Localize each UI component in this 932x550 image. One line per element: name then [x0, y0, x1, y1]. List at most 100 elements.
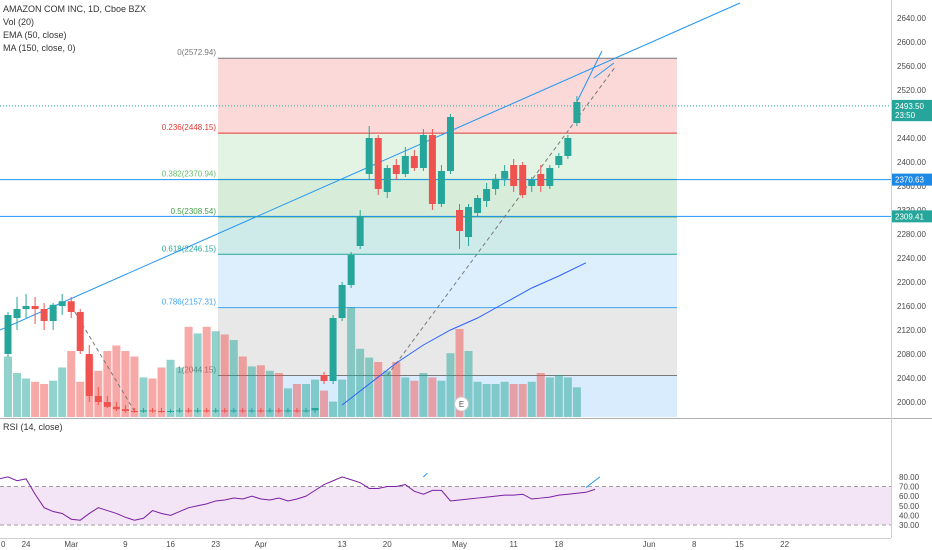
candle-body — [492, 178, 500, 189]
price-tag — [892, 99, 932, 112]
price-tag-label: 2493.50 — [895, 102, 924, 111]
rsi-axis-tick: 80.00 — [899, 473, 920, 482]
volume-bar — [563, 377, 572, 417]
price-tag-label: 2309.41 — [895, 212, 924, 221]
candle-body — [519, 165, 527, 195]
volume-bar — [428, 377, 437, 417]
candle-body — [365, 138, 373, 174]
volume-bar — [211, 331, 220, 417]
volume-bar — [265, 370, 274, 417]
volume-bar — [121, 351, 130, 417]
candle-body — [419, 135, 427, 168]
volume-bar — [329, 401, 338, 417]
price-axis-tick: 2400.00 — [897, 158, 926, 167]
fib-level-label: 0.5(2308.54) — [171, 207, 217, 216]
time-axis-tick: May — [452, 540, 467, 549]
candle-body — [564, 138, 572, 156]
fib-level-label: 0.618(2246.15) — [162, 244, 217, 253]
fib-level-label: 0.786(2157.31) — [162, 298, 217, 307]
candle-body — [501, 171, 509, 179]
earnings-label: E — [459, 400, 464, 409]
candle-body — [275, 410, 283, 412]
volume-bar — [130, 356, 139, 417]
price-axis-tick: 2600.00 — [897, 38, 926, 47]
candle-body — [203, 410, 211, 412]
ema-line — [341, 262, 587, 406]
price-axis-tick: 2360.00 — [897, 182, 926, 191]
volume-bar — [419, 373, 428, 417]
time-axis-tick: 24 — [22, 540, 31, 549]
candle-body — [212, 410, 220, 412]
price-tag-label: 2370.63 — [895, 176, 924, 185]
candle-body — [293, 410, 301, 412]
price-axis-tick: 2080.00 — [897, 350, 926, 359]
volume-bar — [374, 362, 383, 417]
rsi-axis-tick: 60.00 — [899, 492, 920, 501]
volume-bar — [103, 351, 112, 417]
rsi-band — [0, 486, 891, 525]
volume-bar — [283, 388, 292, 417]
volume-bar — [238, 356, 247, 417]
candle-body — [311, 408, 319, 411]
volume-bar — [220, 334, 229, 417]
time-axis-tick: 15 — [735, 540, 744, 549]
volume-bar — [545, 377, 554, 417]
volume-bar — [301, 384, 310, 417]
volume-bar — [202, 326, 211, 417]
volume-indicator-label: Vol (20) — [3, 17, 35, 27]
volume-bar — [13, 373, 22, 417]
volume-bar — [320, 390, 329, 417]
volume-bar — [274, 373, 283, 417]
volume-bar — [464, 351, 473, 417]
time-axis-tick: 23 — [211, 540, 220, 549]
candle-body — [392, 165, 400, 174]
candle-body — [528, 180, 536, 186]
rsi-arrow — [423, 472, 428, 478]
fib-zone — [218, 216, 677, 255]
volume-bar — [22, 378, 31, 417]
rsi-line — [0, 476, 596, 521]
candle-body — [130, 411, 138, 412]
volume-bar — [536, 373, 545, 417]
candle-body — [510, 165, 518, 186]
candle-body — [546, 168, 554, 186]
candle-body — [67, 301, 75, 312]
symbol-title: AMAZON COM INC, 1D, Cboe BZX — [3, 4, 147, 14]
time-axis-tick: Mar — [64, 540, 78, 549]
volume-bar — [247, 366, 256, 417]
price-axis-tick: 2040.00 — [897, 374, 926, 383]
earnings-marker: E — [454, 396, 469, 412]
price-axis-tick: 2640.00 — [897, 14, 926, 23]
candle-body — [456, 210, 463, 231]
candle-body — [239, 410, 247, 412]
volume-bar — [292, 384, 301, 417]
candle-body — [112, 406, 120, 410]
candle-body — [401, 156, 409, 174]
candle-body — [103, 402, 111, 407]
time-axis-tick: Jun — [643, 540, 656, 549]
candle-body — [13, 309, 21, 318]
volume-bar — [527, 381, 536, 417]
candle-body — [302, 410, 310, 412]
volume-bar — [356, 348, 365, 417]
candle-body — [248, 410, 256, 412]
volume-bar — [437, 380, 446, 417]
candle-body — [266, 410, 274, 412]
time-axis-tick: 8 — [692, 540, 697, 549]
candle-body — [257, 410, 265, 412]
candle-body — [49, 304, 57, 321]
volume-bar — [509, 384, 518, 417]
volume-bar — [311, 379, 320, 417]
price-axis-tick: 2000.00 — [897, 398, 926, 407]
candle-body — [4, 315, 12, 354]
candle-body — [374, 138, 382, 189]
candle-body — [474, 198, 482, 213]
candle-body — [284, 410, 292, 412]
volume-bar — [157, 367, 166, 417]
candle-body — [320, 375, 328, 381]
ema-indicator-label: EMA (50, close) — [3, 30, 67, 40]
candle-body — [22, 306, 30, 309]
time-axis-tick: 0 — [1, 540, 6, 549]
